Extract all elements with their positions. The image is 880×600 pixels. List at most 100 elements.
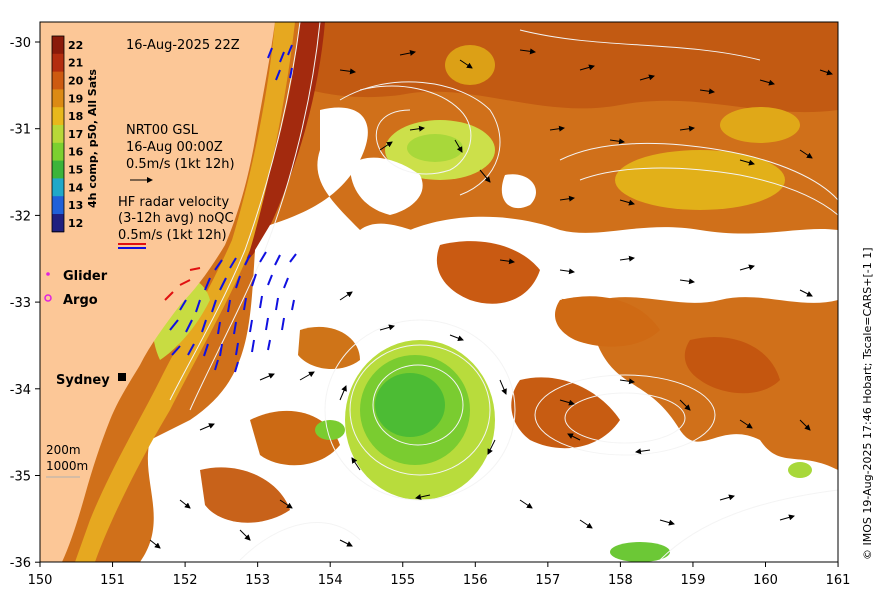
colorbar-tick-label: 12 xyxy=(68,217,83,230)
y-tick-label: -34 xyxy=(10,383,31,398)
cloud-patch-c xyxy=(501,174,536,209)
colorbar-tick-label: 16 xyxy=(68,146,84,159)
y-axis: -30 -31 -32 -33 -34 -35 -36 xyxy=(10,36,40,571)
colorbar-frame xyxy=(51,35,65,233)
colorbar-segment xyxy=(52,53,64,73)
colorbar-segment xyxy=(52,160,64,179)
hf-radar-red-vectors xyxy=(164,267,201,301)
x-tick-label: 151 xyxy=(100,573,125,588)
colorbar-segment xyxy=(52,71,64,90)
contour-east-2 xyxy=(579,167,838,216)
colorbar-label: 4h comp, p50, All Sats xyxy=(86,69,99,208)
contour-eddy-2 xyxy=(349,344,491,476)
x-tick-label: 160 xyxy=(753,573,778,588)
glider-marker xyxy=(46,272,50,276)
contour-north-1 xyxy=(519,29,761,61)
sst-colorbar: 22 21 20 19 18 17 16 15 14 13 12 xyxy=(51,35,84,233)
gsl-line-3: 0.5m/s (1kt 12h) xyxy=(126,157,235,172)
argo-label: Argo xyxy=(63,293,98,308)
land-mass xyxy=(40,22,275,562)
x-tick-label: 155 xyxy=(390,573,415,588)
contour-eac-1 xyxy=(169,22,301,401)
x-tick-label: 156 xyxy=(463,573,488,588)
colorbar-tick-label: 15 xyxy=(68,164,83,177)
colorbar-tick-label: 18 xyxy=(68,110,83,123)
colorbar-tick-label: 22 xyxy=(68,39,83,52)
city-marker-sydney xyxy=(118,373,126,381)
ssh-contours xyxy=(169,22,838,561)
contour-eac-2 xyxy=(189,22,321,411)
contour-eddy-3 xyxy=(324,319,516,501)
x-tick-label: 158 xyxy=(608,573,633,588)
colorbar-segment xyxy=(52,196,64,215)
city-label-sydney: Sydney xyxy=(56,373,110,388)
y-tick-label: -32 xyxy=(10,209,31,224)
depth-label-200m: 200m xyxy=(46,443,81,457)
colorbar-segment xyxy=(52,142,64,162)
gsl-velocity-arrows xyxy=(149,48,833,549)
colorbar-tick-label: 20 xyxy=(68,75,84,88)
y-tick-label: -31 xyxy=(10,123,31,138)
colorbar-tick-label: 14 xyxy=(68,181,84,194)
warm-lump-1 xyxy=(436,241,540,304)
warm-lump-2 xyxy=(555,296,660,347)
x-tick-label: 154 xyxy=(318,573,343,588)
hf-radar-vectors xyxy=(169,44,297,373)
gsl-line-2: 16-Aug 00:00Z xyxy=(126,140,223,155)
contour-north-eddy-2 xyxy=(339,81,501,196)
eddy-core xyxy=(375,373,445,437)
y-tick-label: -36 xyxy=(10,556,31,571)
x-tick-label: 152 xyxy=(173,573,198,588)
y-tick-label: -30 xyxy=(10,36,31,51)
glider-label: Glider xyxy=(63,269,108,284)
colorbar-segment xyxy=(52,89,64,108)
colorbar-tick-label: 19 xyxy=(68,92,83,105)
depth-label-1000m: 1000m xyxy=(46,459,88,473)
colorbar-tick-label: 13 xyxy=(68,199,83,212)
warm-lump-7 xyxy=(298,326,360,370)
contour-south-1 xyxy=(659,489,838,561)
colorbar-segment xyxy=(52,214,64,233)
north-warm-band xyxy=(300,22,838,113)
yellow-patch-ne xyxy=(720,107,800,143)
cloud-patch-n xyxy=(350,157,423,215)
y-tick-label: -33 xyxy=(10,296,31,311)
hf-line-3: 0.5m/s (1kt 12h) xyxy=(118,228,227,243)
contour-east-1 xyxy=(559,142,838,201)
colorbar-segment xyxy=(52,125,64,144)
contour-se-2 xyxy=(564,392,686,444)
map-plot-area xyxy=(40,22,838,562)
green-spot-w xyxy=(315,420,345,440)
warm-lump-4 xyxy=(511,377,620,449)
colorbar-segment xyxy=(52,178,64,197)
green-core-north xyxy=(407,134,463,162)
hf-line-1: HF radar velocity xyxy=(118,195,230,210)
yellow-patch-n xyxy=(445,45,495,85)
x-tick-label: 159 xyxy=(681,573,706,588)
x-axis: 150 151 152 153 154 155 156 157 158 159 160 161 xyxy=(28,562,851,588)
contour-se-1 xyxy=(534,374,716,456)
warm-lump-6 xyxy=(200,467,290,523)
gsl-line-1: NRT00 GSL xyxy=(126,123,199,138)
colorbar-segment xyxy=(52,36,64,55)
coastal-shelf-band xyxy=(75,22,295,562)
contour-north-eddy-1 xyxy=(359,85,472,175)
warm-lump-3 xyxy=(684,336,780,394)
x-tick-label: 150 xyxy=(28,573,53,588)
x-tick-label: 157 xyxy=(535,573,560,588)
contour-south-2 xyxy=(239,522,361,561)
y-tick-label: -35 xyxy=(10,470,31,485)
map-title: 16-Aug-2025 22Z xyxy=(126,38,240,53)
x-tick-label: 161 xyxy=(826,573,851,588)
contour-eddy-1 xyxy=(372,364,464,446)
x-tick-label: 153 xyxy=(245,573,270,588)
plot-frame xyxy=(39,21,839,563)
hf-line-2: (3-12h avg) noQC xyxy=(118,211,234,226)
colorbar-tick-label: 17 xyxy=(68,128,83,141)
colorbar-tick-label: 21 xyxy=(68,57,83,70)
argo-marker xyxy=(44,294,52,302)
yellow-patch-east xyxy=(615,150,785,210)
green-spot-e xyxy=(788,462,812,478)
credit-text: © IMOS 19-Aug-2025 17:46 Hobart; Tscale=… xyxy=(861,247,874,560)
